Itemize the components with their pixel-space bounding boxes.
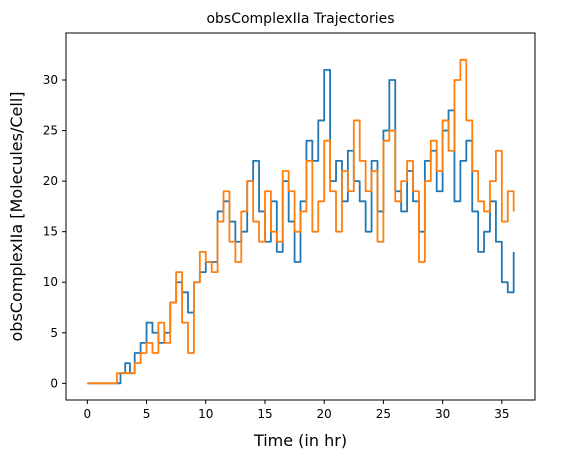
- x-axis-label: Time (in hr): [253, 431, 347, 450]
- y-tick-label: 25: [43, 124, 58, 138]
- x-tick-label: 30: [435, 407, 450, 421]
- x-tick-label: 25: [376, 407, 391, 421]
- y-tick-label: 5: [50, 326, 58, 340]
- y-axis: 0 5 10 15 20 25 30: [43, 73, 66, 390]
- plot-area: [87, 58, 515, 385]
- x-tick-label: 15: [257, 407, 272, 421]
- x-tick-label: 35: [494, 407, 509, 421]
- x-tick-label: 5: [143, 407, 151, 421]
- y-tick-label: 15: [43, 225, 58, 239]
- y-axis-label: obsComplexIIa [Molecules/Cell]: [7, 91, 26, 341]
- axes-frame: [65, 32, 536, 401]
- y-tick-label: 20: [43, 174, 58, 188]
- y-tick-label: 0: [50, 376, 58, 390]
- y-tick-label: 30: [43, 73, 58, 87]
- chart-title: obsComplexIIa Trajectories: [206, 11, 394, 27]
- x-tick-label: 20: [317, 407, 332, 421]
- series-line-2: [87, 58, 515, 385]
- x-tick-label: 10: [198, 407, 213, 421]
- x-tick-label: 0: [83, 407, 91, 421]
- x-axis: 0 5 10 15 20 25 30 35: [83, 400, 509, 421]
- y-tick-label: 10: [43, 275, 58, 289]
